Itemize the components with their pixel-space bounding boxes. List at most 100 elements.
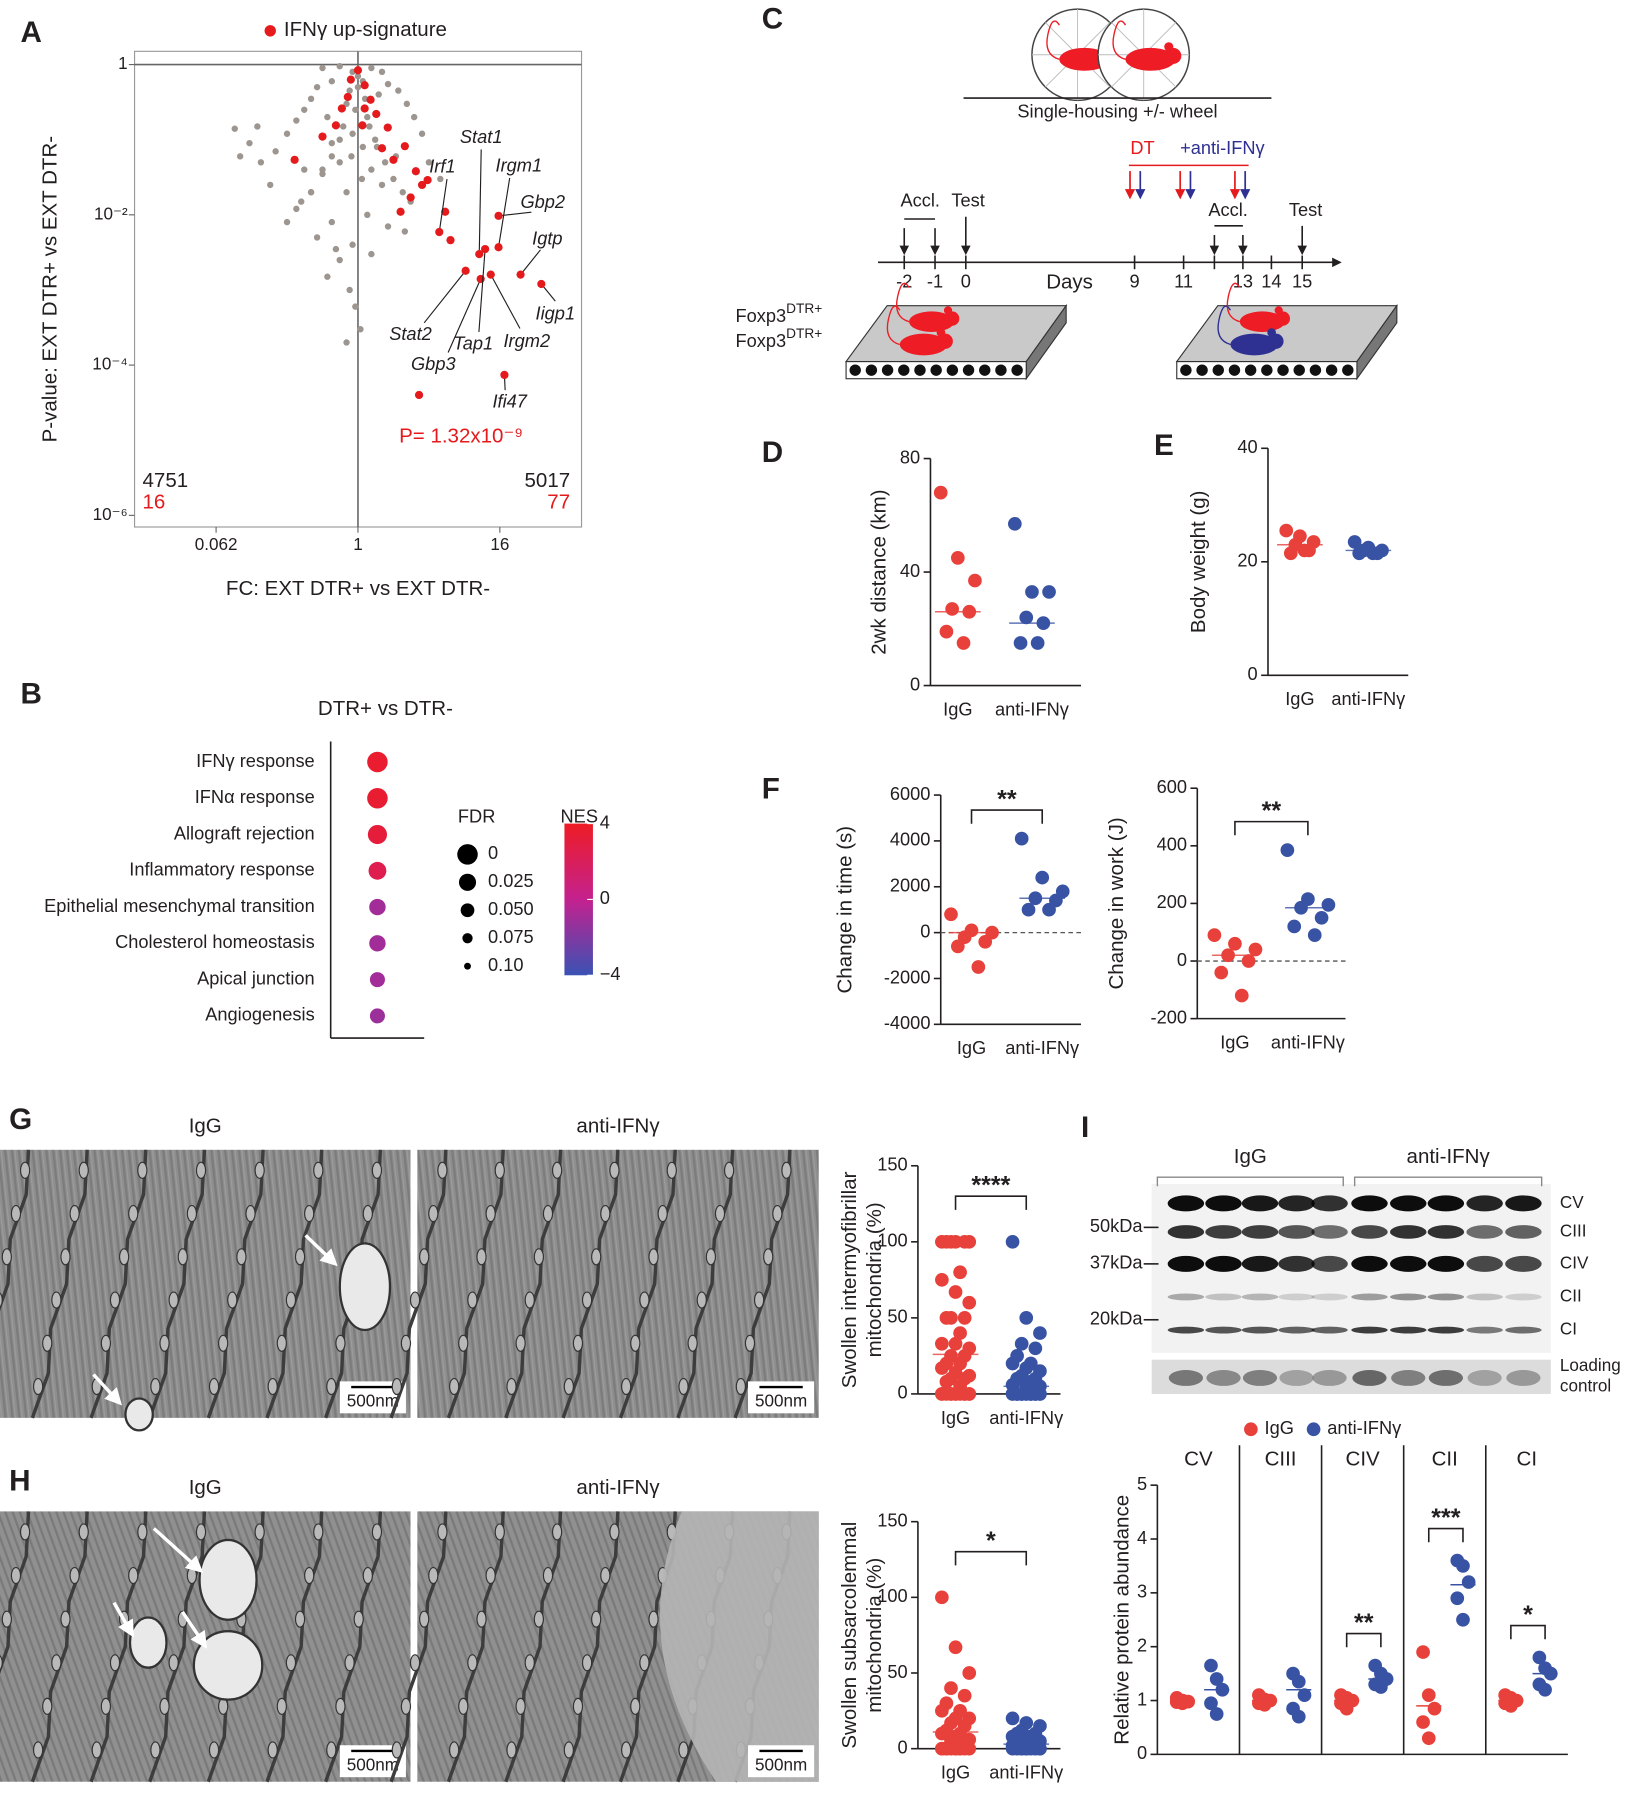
point [950,939,965,954]
tissue-area [659,1511,819,1782]
mitochondrion [69,1205,80,1223]
band [1241,1293,1279,1301]
point [1257,1697,1272,1712]
point [1005,1711,1020,1726]
x-axis-label: FC: EXT DTR+ vs EXT DTR- [226,577,490,600]
micrograph-title: IgG [189,1476,222,1499]
gene-label: Irf1 [429,155,455,176]
point [336,136,343,143]
point [389,155,398,164]
loading-band [1242,1369,1278,1386]
mitochondrion [400,1334,412,1352]
legend-label: IgG [1265,1417,1294,1438]
point [1008,516,1022,531]
annotation: 4751 [143,469,189,492]
point [319,166,326,173]
point [272,148,279,155]
point [377,144,387,153]
mitochondrion [524,1654,535,1672]
point [1214,965,1229,980]
mitochondrion [218,1334,229,1352]
point [425,159,433,166]
mitochondrion [276,1334,287,1352]
gene-label: Irgm2 [504,330,551,351]
mitochondrion [353,1610,364,1628]
point [313,234,321,241]
x-tick-label: 16 [490,535,509,554]
mitochondrion [666,1161,677,1179]
cage-dot [1228,364,1241,376]
mitochondrion [245,1205,256,1223]
mitochondrion [476,1248,487,1266]
y-axis-label: Change in time (s) [834,826,857,994]
group-bracket [1353,1176,1543,1187]
y-tick-label: 100 [877,1585,907,1606]
cage-dot [1244,364,1257,376]
point [1042,902,1056,917]
band [1167,1326,1205,1334]
arrow [181,1610,208,1649]
point [481,244,490,254]
sig-bracket [954,1195,1028,1210]
point [368,64,375,72]
point [1035,870,1050,885]
genotype-base: Foxp3 [735,305,786,326]
group-bracket [1156,1176,1344,1187]
point [236,153,244,160]
y-tick-label: 20 [1237,550,1257,571]
band [1205,1225,1242,1239]
point [378,68,386,76]
point [1280,843,1295,857]
mouse-body [1125,47,1176,71]
facet-title: CIV [1346,1447,1381,1470]
swollen-mitochondrion [198,1538,258,1621]
mitochondrion [276,1697,287,1715]
y-tick-label: 10⁻⁶ [93,505,128,524]
point [1291,1674,1306,1689]
cage-dot [1011,364,1023,376]
cage-dot [898,364,910,376]
leader-line [447,278,482,353]
y-tick-label: 150 [877,1154,907,1175]
micrograph-title: IgG [189,1114,222,1137]
mitochondrion [533,1610,544,1628]
y-tick-label: 4 [1137,1527,1147,1548]
mitochondrion [186,1566,198,1585]
point [1456,1559,1470,1573]
point [336,256,343,264]
point [346,87,353,94]
band [1278,1326,1315,1334]
mitochondrion [371,1523,383,1541]
phase-label: Accl. [900,190,940,211]
mouse-ear [1267,328,1276,337]
mitochondrion [42,1334,53,1352]
loading-band [1467,1369,1502,1386]
band [1351,1195,1388,1212]
mitochondrion [648,1248,659,1266]
cage-dot [1180,364,1192,376]
point [301,106,308,113]
z-line [561,1511,620,1783]
size-key [457,844,478,865]
legend-marker [1244,1422,1258,1437]
dot [369,898,386,916]
mouse-tail [1112,20,1127,60]
day-label: 9 [1129,271,1139,292]
loading-band [1168,1369,1203,1386]
sig-label: * [986,1527,996,1555]
mitochondrion [609,1161,620,1179]
point [939,1374,954,1389]
point [1204,1658,1218,1673]
mitochondrion [630,1334,641,1352]
point [331,121,341,130]
point [1427,1701,1442,1716]
point [401,228,409,235]
band [1505,1293,1542,1301]
annotation: P= 1.32x10⁻⁹ [399,424,523,447]
mouse-tail [1046,20,1060,60]
point [366,123,373,130]
point [953,1326,967,1340]
y-axis-label: Relative protein abundance [1111,1495,1134,1745]
point [1209,1672,1224,1686]
band [1389,1293,1427,1301]
